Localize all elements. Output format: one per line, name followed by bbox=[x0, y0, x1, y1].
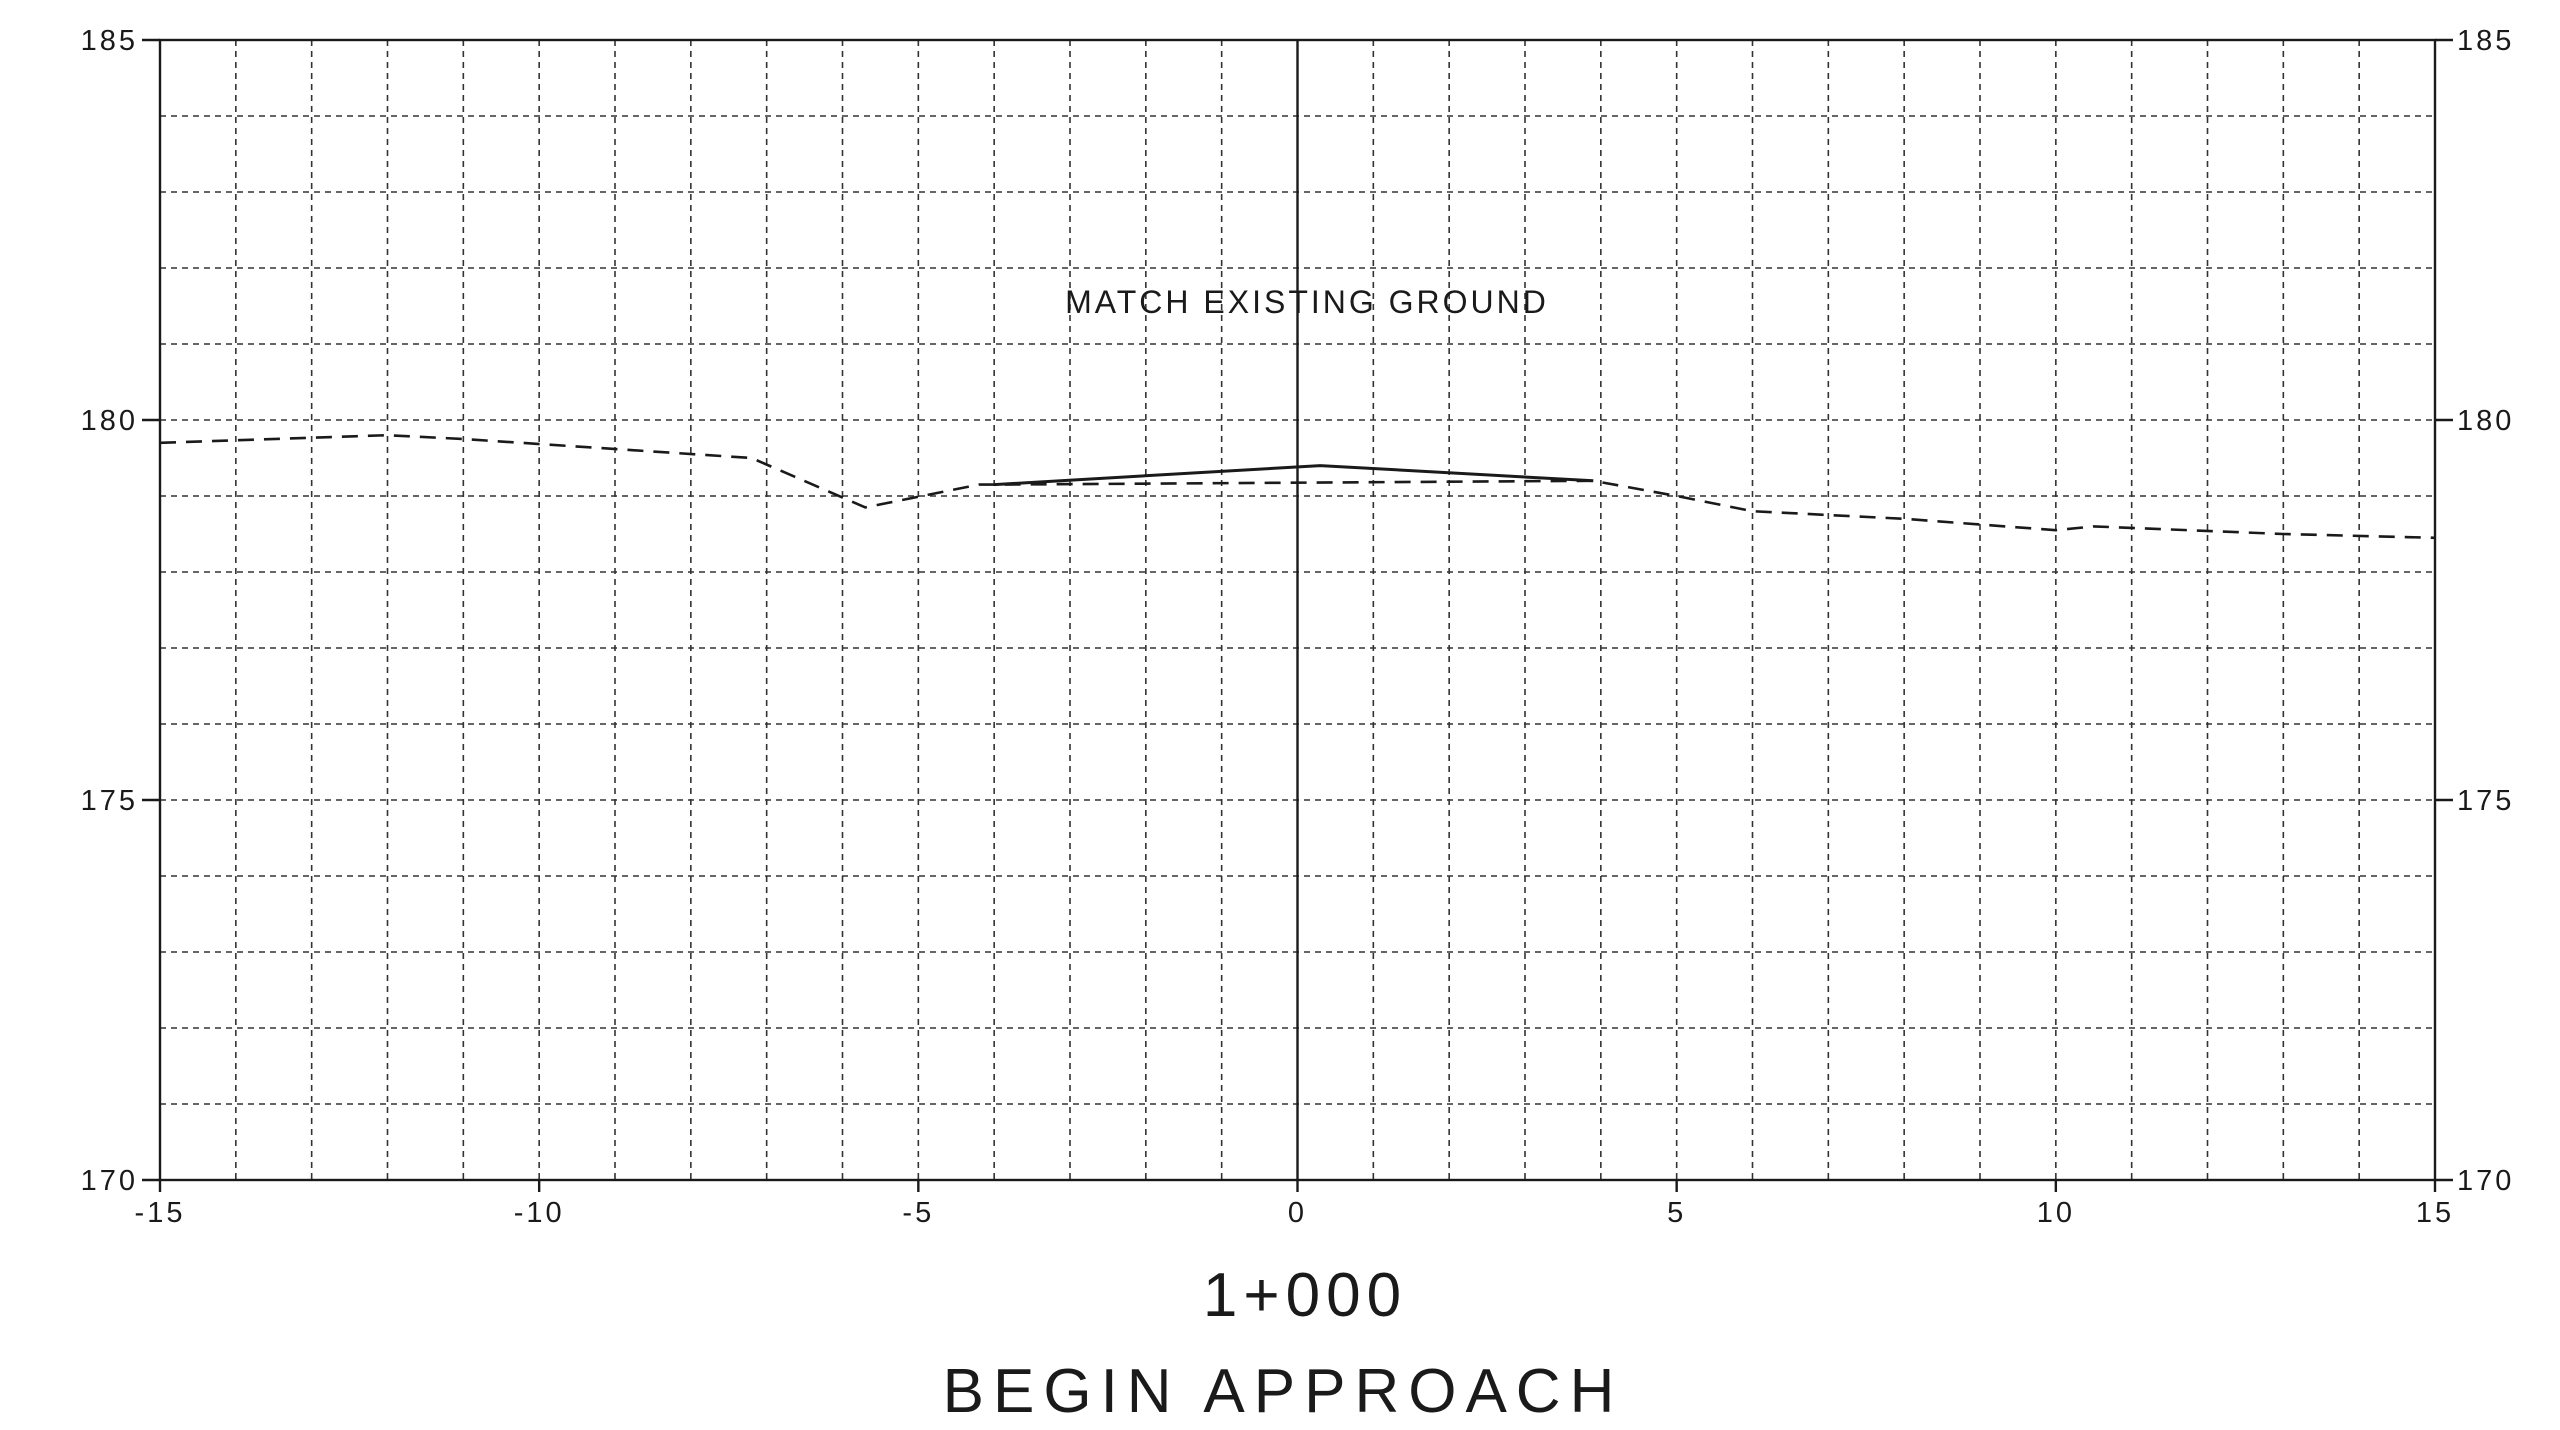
chart-caption: BEGIN APPROACH bbox=[943, 1357, 1624, 1426]
x-tick-label: -10 bbox=[514, 1197, 565, 1229]
x-tick-label: 0 bbox=[1288, 1197, 1307, 1229]
y-tick-label-right: 175 bbox=[2457, 785, 2514, 817]
labels-layer: 170 170 175 175 180 180 185 185 -15 -10 -5 0 5 10 15 bbox=[81, 25, 2514, 1229]
y-tick-label-right: 180 bbox=[2457, 405, 2514, 437]
grid-layer bbox=[160, 40, 2435, 1180]
y-tick-label-left: 185 bbox=[81, 25, 138, 57]
ticks-layer bbox=[142, 38, 2453, 1192]
x-tick-label: 10 bbox=[2037, 1197, 2075, 1229]
series-line-solid bbox=[994, 464, 1594, 487]
series-layer bbox=[159, 433, 2436, 540]
y-tick-label-right: 185 bbox=[2457, 25, 2514, 57]
y-tick-label-left: 170 bbox=[81, 1165, 138, 1197]
x-tick-label: -5 bbox=[902, 1197, 934, 1229]
station-label: 1+000 bbox=[1203, 1261, 1407, 1330]
y-tick-label-left: 175 bbox=[81, 785, 138, 817]
x-tick-label: 15 bbox=[2416, 1197, 2454, 1229]
y-tick-label-right: 170 bbox=[2457, 1165, 2514, 1197]
y-tick-label-left: 180 bbox=[81, 405, 138, 437]
x-tick-label: -15 bbox=[135, 1197, 186, 1229]
x-tick-label: 5 bbox=[1667, 1197, 1686, 1229]
series-line-dashed bbox=[159, 433, 2436, 540]
annotation-text: MATCH EXISTING GROUND bbox=[1065, 284, 1549, 320]
